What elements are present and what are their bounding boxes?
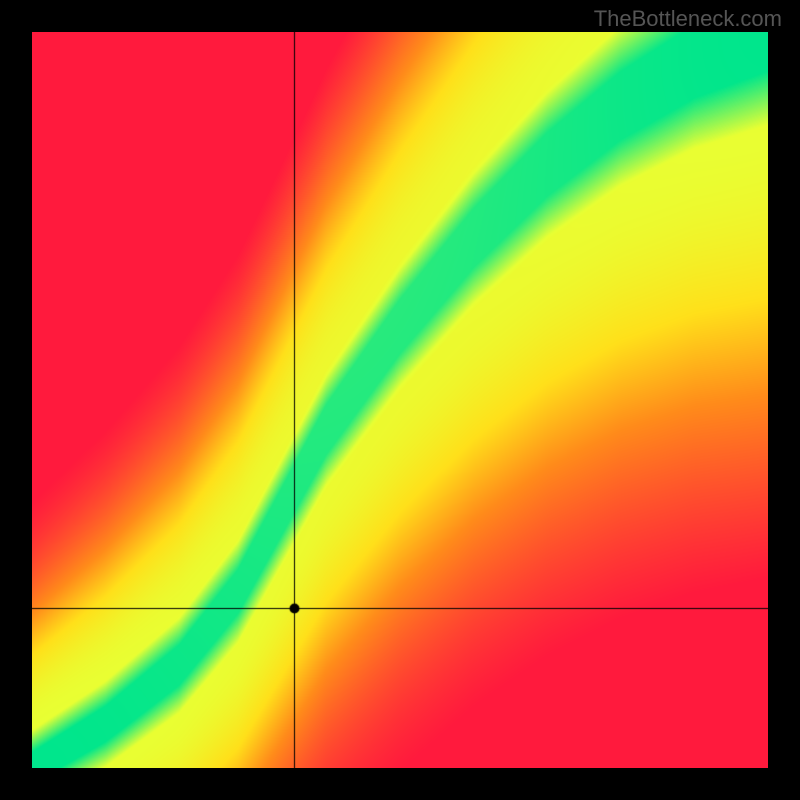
watermark-text: TheBottleneck.com [594, 6, 782, 32]
chart-frame: TheBottleneck.com [0, 0, 800, 800]
bottleneck-heatmap [32, 32, 768, 768]
